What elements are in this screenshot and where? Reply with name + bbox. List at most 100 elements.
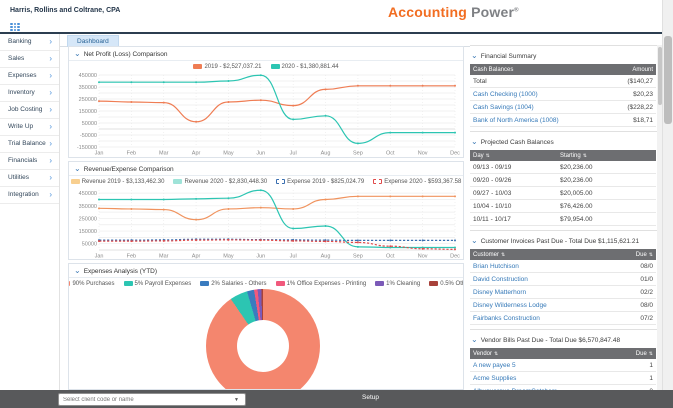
sidebar-item-integration[interactable]: Integration › <box>0 187 59 204</box>
sort-icon[interactable]: ⇅ <box>582 152 587 159</box>
net-profit-chart: 450000 350000 250000 150000 50000 -50000 -1500… <box>69 72 463 157</box>
chevron-right-icon: › <box>49 139 52 148</box>
svg-text:Jul: Jul <box>290 254 297 260</box>
sidebar-item-write-up[interactable]: Write Up › <box>0 119 59 136</box>
svg-text:Nov: Nov <box>418 151 428 157</box>
waffle-menu-icon[interactable] <box>10 23 20 31</box>
row-label: 09/27 - 10/03 <box>470 186 557 200</box>
sort-icon[interactable]: ⇅ <box>648 251 653 258</box>
section-title: ⌄ Projected Cash Balances <box>470 131 663 150</box>
svg-text:Jan: Jan <box>95 151 104 157</box>
client-search-input[interactable] <box>58 393 246 406</box>
legend-swatch <box>69 281 71 286</box>
row-link[interactable]: Acme Supplies <box>470 371 624 385</box>
setup-button[interactable]: Setup <box>362 394 379 401</box>
summary-scrollbar-thumb[interactable] <box>658 47 662 105</box>
sidebar-item-trial-balance[interactable]: Trial Balance › <box>0 136 59 153</box>
svg-text:May: May <box>223 151 234 157</box>
sort-icon[interactable]: ⇅ <box>501 251 506 258</box>
row-value: 0 <box>623 384 656 390</box>
section-title: ⌄ Customer Invoices Past Due - Total Due … <box>470 230 663 249</box>
svg-text:May: May <box>223 254 234 260</box>
sidebar-item-utilities[interactable]: Utilities › <box>0 170 59 187</box>
row-link[interactable]: Disney Matterhorn <box>470 285 617 299</box>
row-value: 01/0 <box>616 272 656 286</box>
svg-text:Jul: Jul <box>290 151 297 157</box>
legend-swatch <box>373 179 383 184</box>
sidebar-item-expenses[interactable]: Expenses › <box>0 68 59 85</box>
legend-label: Expense 2019 - $825,024.79 <box>287 178 365 185</box>
column-header: Cash Balances <box>470 64 595 75</box>
bottom-bar: ▼ Setup <box>0 390 673 408</box>
collapse-chevron-icon[interactable]: ⌄ <box>74 266 81 275</box>
column-header[interactable]: Due ⇅ <box>616 249 656 260</box>
page-scrollbar-thumb[interactable] <box>664 36 672 124</box>
legend-swatch <box>429 281 439 286</box>
sort-icon[interactable]: ⇅ <box>494 350 499 357</box>
line-chart-svg: 450000 350000 250000 150000 50000 Jan Feb Mar Ap… <box>79 189 460 260</box>
row-value: 08/0 <box>616 260 656 273</box>
revenue-expense-legend: Revenue 2019 - $3,133,462.30 Revenue 2020… <box>69 176 463 187</box>
collapse-chevron-icon[interactable]: ⌄ <box>471 236 478 245</box>
sidebar-item-sales[interactable]: Sales › <box>0 51 59 68</box>
row-link[interactable]: Bank of North America (1008) <box>470 113 595 127</box>
table-row: 09/13 - 09/19 $20,236.00 <box>470 161 656 174</box>
collapse-chevron-icon[interactable]: ⌄ <box>471 335 478 344</box>
legend-swatch <box>173 179 183 184</box>
sidebar-item-job-costing[interactable]: Job Costing › <box>0 102 59 119</box>
svg-text:Dec: Dec <box>450 151 460 157</box>
legend-label: 0.5% Other <box>440 280 463 287</box>
svg-text:-50000: -50000 <box>80 133 97 139</box>
collapse-chevron-icon[interactable]: ⌄ <box>74 164 81 173</box>
chevron-right-icon: › <box>49 105 52 114</box>
revenue-expense-title: Revenue/Expense Comparison <box>83 166 174 173</box>
sort-icon[interactable]: ⇅ <box>648 350 653 357</box>
row-link[interactable]: A new payee 5 <box>470 359 624 372</box>
svg-text:Dec: Dec <box>450 254 460 260</box>
sidebar-item-financials[interactable]: Financials › <box>0 153 59 170</box>
column-header[interactable]: Starting ⇅ <box>557 150 656 161</box>
row-link[interactable]: Fairbanks Construction <box>470 311 617 325</box>
legend-item: 1% Cleaning <box>375 281 420 287</box>
row-link[interactable]: Cash Savings (1004) <box>470 100 595 114</box>
legend-swatch <box>275 281 285 286</box>
tab-dashboard[interactable]: Dashboard <box>67 35 119 47</box>
collapse-chevron-icon[interactable]: ⌄ <box>471 51 478 60</box>
svg-text:50000: 50000 <box>82 242 97 248</box>
row-link[interactable]: Albuquerque DreamCatchers <box>470 384 624 390</box>
row-link[interactable]: Cash Checking (1000) <box>470 87 595 101</box>
legend-label: Expense 2020 - $593,367.58 <box>384 178 462 185</box>
logo-registered-mark: ® <box>514 7 519 14</box>
logo-power: Power <box>471 4 515 20</box>
sidebar-item-inventory[interactable]: Inventory › <box>0 85 59 102</box>
collapse-chevron-icon[interactable]: ⌄ <box>74 49 81 58</box>
legend-swatch <box>193 64 203 69</box>
section-title-label: Financial Summary <box>480 53 537 60</box>
svg-text:-150000: -150000 <box>77 145 97 151</box>
table-row: Disney Wilderness Lodge 08/0 <box>470 298 656 312</box>
table-row: Cash Checking (1000) $20,23 <box>470 87 656 101</box>
net-profit-title: Net Profit (Loss) Comparison <box>83 51 168 58</box>
top-bar: Harris, Rollins and Coltrane, CPA Accoun… <box>0 0 673 32</box>
legend-label: 1% Cleaning <box>386 280 421 287</box>
collapse-chevron-icon[interactable]: ⌄ <box>471 137 478 146</box>
column-header[interactable]: Customer ⇅ <box>470 249 617 260</box>
svg-text:Oct: Oct <box>386 254 395 260</box>
column-header[interactable]: Due ⇅ <box>623 348 656 359</box>
legend-item: 2020 - $1,380,881.44 <box>270 64 339 70</box>
row-link[interactable]: Disney Wilderness Lodge <box>470 298 617 312</box>
section-title-label: Customer Invoices Past Due - Total Due $… <box>480 238 640 245</box>
financial-summary-panel: ⌄ Financial Summary Cash Balances Amount Tot… <box>470 45 663 390</box>
legend-item: Revenue 2019 - $3,133,462.30 <box>70 179 164 185</box>
table-row: Brian Hutchison 08/0 <box>470 260 656 273</box>
column-header[interactable]: Vendor ⇅ <box>470 348 624 359</box>
sort-icon[interactable]: ⇅ <box>485 152 490 159</box>
sidebar: Banking › Sales › Expenses › Inventory › Job Cos… <box>0 34 60 390</box>
column-header[interactable]: Day ⇅ <box>470 150 557 161</box>
row-link[interactable]: David Construction <box>470 272 617 286</box>
sidebar-item-banking[interactable]: Banking › <box>0 34 59 51</box>
row-link[interactable]: Brian Hutchison <box>470 260 617 273</box>
svg-text:Mar: Mar <box>159 151 169 157</box>
svg-text:Jun: Jun <box>256 254 265 260</box>
